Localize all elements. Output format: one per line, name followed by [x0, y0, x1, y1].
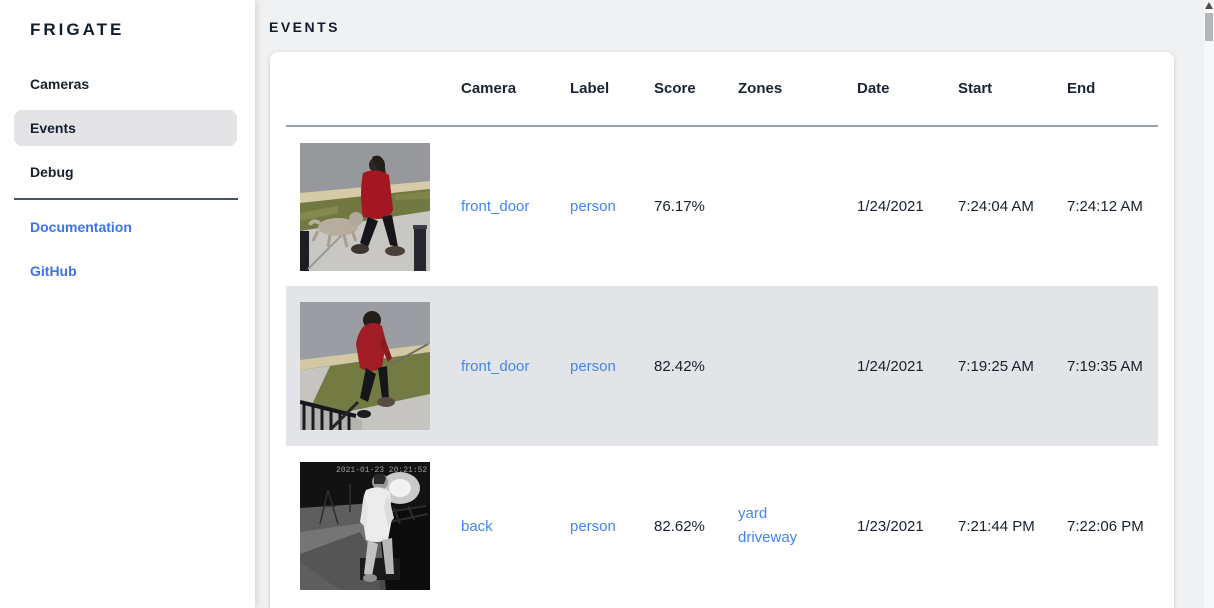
- events-card: Camera Label Score Zones Date Start End: [270, 52, 1174, 608]
- event-thumbnail[interactable]: [300, 302, 430, 430]
- scrollbar-up-arrow-icon[interactable]: [1205, 2, 1213, 9]
- sidebar-item-label: Cameras: [30, 76, 90, 92]
- event-date: 1/24/2021: [857, 357, 924, 375]
- column-header-label: Label: [554, 52, 638, 127]
- event-date: 1/24/2021: [857, 198, 924, 215]
- event-date: 1/23/2021: [857, 517, 924, 535]
- event-row-selected[interactable]: front_door person 82.42% 1/24/2021 7:19:…: [286, 286, 1158, 446]
- event-score: 82.42%: [654, 357, 705, 375]
- event-thumbnail-cell: [286, 126, 445, 286]
- event-row[interactable]: front_door person 76.17% 1/24/2021 7:24:…: [286, 126, 1158, 286]
- sidebar-link-documentation[interactable]: Documentation: [14, 209, 237, 245]
- column-header-end: End: [1051, 52, 1158, 127]
- sidebar-item-events[interactable]: Events: [14, 110, 237, 146]
- event-zones-cell: [722, 286, 841, 446]
- column-header-start: Start: [942, 52, 1051, 127]
- page-title: EVENTS: [269, 19, 341, 35]
- main-content: EVENTS Camera Label Score Zones Date Sta…: [255, 0, 1204, 608]
- sidebar-link-label: Documentation: [30, 219, 132, 235]
- camera-link[interactable]: front_door: [461, 357, 530, 375]
- sidebar: FRIGATE Cameras Events Debug Documentati…: [0, 0, 255, 608]
- event-end: 7:19:35 AM: [1067, 357, 1143, 375]
- scrollbar[interactable]: [1204, 0, 1214, 608]
- event-label-cell: person: [554, 126, 638, 286]
- sidebar-item-label: Events: [30, 120, 76, 136]
- sidebar-item-debug[interactable]: Debug: [14, 154, 237, 190]
- label-link[interactable]: person: [570, 357, 616, 375]
- zone-link-driveway[interactable]: driveway: [738, 529, 798, 546]
- zone-link-yard[interactable]: yard: [738, 505, 768, 522]
- sidebar-item-label: Debug: [30, 164, 74, 180]
- event-camera-cell: front_door: [445, 286, 554, 446]
- sidebar-item-cameras[interactable]: Cameras: [14, 66, 237, 102]
- sidebar-link-label: GitHub: [30, 263, 77, 279]
- event-thumbnail[interactable]: [300, 142, 430, 271]
- event-end: 7:24:12 AM: [1067, 198, 1143, 215]
- event-start: 7:24:04 AM: [958, 198, 1034, 215]
- camera-link[interactable]: back: [461, 517, 493, 535]
- sidebar-nav: Cameras Events Debug Documentation GitHu…: [0, 66, 255, 289]
- sidebar-link-github[interactable]: GitHub: [14, 253, 237, 289]
- label-link[interactable]: person: [570, 198, 616, 215]
- event-start: 7:21:44 PM: [958, 517, 1035, 535]
- event-score: 76.17%: [654, 198, 705, 215]
- event-thumbnail[interactable]: 2021-01-23 20:21:52: [300, 462, 430, 590]
- event-label-cell: person: [554, 286, 638, 446]
- events-table-header: Camera Label Score Zones Date Start End: [286, 52, 1158, 127]
- event-score: 82.62%: [654, 517, 705, 535]
- event-zones-cell: [722, 126, 841, 286]
- event-thumbnail-cell: [286, 286, 445, 446]
- event-row[interactable]: 2021-01-23 20:21:52 back person 82.62%: [286, 446, 1158, 606]
- event-thumbnail-cell: 2021-01-23 20:21:52: [286, 446, 445, 606]
- column-header-thumbnail: [286, 52, 445, 127]
- scrollbar-thumb[interactable]: [1205, 13, 1213, 41]
- events-table: Camera Label Score Zones Date Start End: [286, 52, 1158, 606]
- label-link[interactable]: person: [570, 517, 616, 535]
- column-header-date: Date: [841, 52, 942, 127]
- event-end: 7:22:06 PM: [1067, 517, 1144, 535]
- column-header-score: Score: [638, 52, 722, 127]
- event-camera-cell: back: [445, 446, 554, 606]
- app-logo: FRIGATE: [30, 20, 125, 39]
- event-zones-cell: yard driveway: [722, 446, 841, 606]
- column-header-zones: Zones: [722, 52, 841, 127]
- event-camera-cell: front_door: [445, 126, 554, 286]
- event-label-cell: person: [554, 446, 638, 606]
- sidebar-divider: [14, 198, 238, 200]
- event-start: 7:19:25 AM: [958, 357, 1034, 375]
- column-header-camera: Camera: [445, 52, 554, 127]
- camera-link[interactable]: front_door: [461, 198, 530, 215]
- thumbnail-timestamp-overlay: 2021-01-23 20:21:52: [336, 466, 427, 475]
